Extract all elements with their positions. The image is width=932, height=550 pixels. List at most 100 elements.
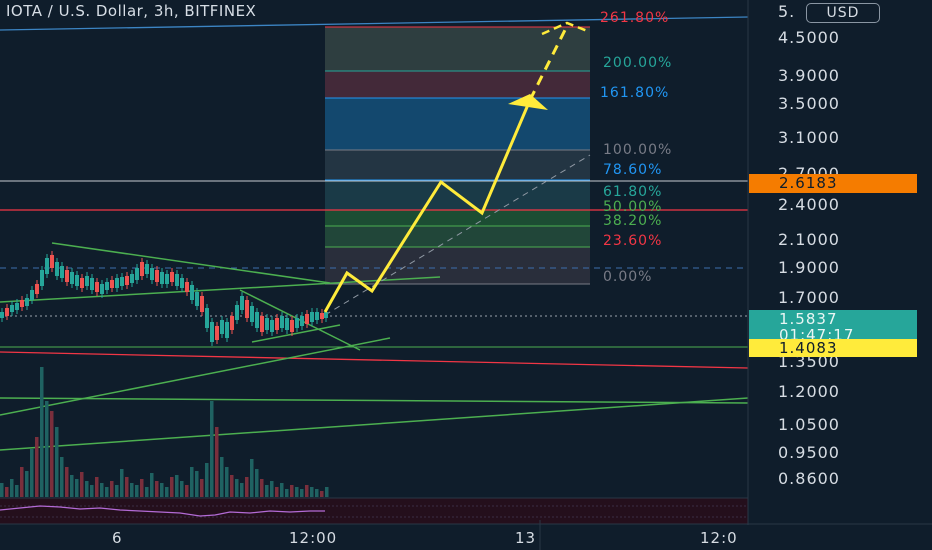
candle[interactable] (10, 305, 14, 312)
projection-path[interactable] (323, 99, 532, 313)
candle[interactable] (115, 278, 119, 288)
candle[interactable] (220, 320, 224, 334)
candle[interactable] (15, 303, 19, 310)
candle[interactable] (255, 312, 259, 328)
candle[interactable] (205, 308, 209, 328)
rising-green-line[interactable] (0, 397, 749, 451)
candle[interactable] (105, 282, 109, 290)
candle[interactable] (130, 274, 134, 283)
declining-red-line[interactable] (0, 351, 749, 369)
candle[interactable] (75, 275, 79, 286)
candle[interactable] (170, 272, 174, 282)
candle[interactable] (120, 277, 124, 286)
candle[interactable] (185, 282, 189, 292)
candle[interactable] (300, 316, 304, 326)
volume-bar (55, 427, 59, 497)
candle[interactable] (310, 312, 314, 322)
candle[interactable] (35, 284, 39, 294)
candle[interactable] (135, 268, 139, 280)
candle[interactable] (230, 316, 234, 330)
candle[interactable] (190, 285, 194, 300)
candle[interactable] (160, 272, 164, 284)
fib-trend-line[interactable] (324, 154, 591, 316)
fib-zone-161-100 (325, 98, 590, 150)
candle[interactable] (155, 270, 159, 282)
volume-bar (40, 367, 44, 497)
volume-bar (230, 475, 234, 497)
candle[interactable] (55, 262, 59, 276)
volume-bar (325, 487, 329, 497)
candle[interactable] (265, 318, 269, 330)
candle[interactable] (245, 300, 249, 318)
candle[interactable] (60, 266, 64, 278)
candle[interactable] (40, 270, 44, 286)
volume-bar (250, 459, 254, 497)
candle[interactable] (280, 316, 284, 328)
projection-dashed-path[interactable] (528, 27, 568, 101)
candle[interactable] (200, 296, 204, 312)
candle[interactable] (30, 290, 34, 300)
candle[interactable] (25, 298, 29, 306)
candle[interactable] (290, 320, 294, 332)
candle[interactable] (285, 318, 289, 330)
candle[interactable] (305, 314, 309, 324)
upper-channel-line[interactable] (0, 16, 749, 31)
price-badge-orange-value: 2.6183 (779, 174, 838, 192)
candle[interactable] (0, 312, 4, 318)
candle[interactable] (80, 278, 84, 288)
flat-green-line[interactable] (0, 397, 749, 404)
candle[interactable] (90, 278, 94, 290)
candle[interactable] (225, 322, 229, 338)
candle[interactable] (5, 308, 9, 316)
candle[interactable] (65, 270, 69, 282)
volume-bar (110, 481, 114, 497)
candle[interactable] (250, 306, 254, 322)
candle[interactable] (215, 326, 219, 340)
candle[interactable] (125, 276, 129, 285)
candle[interactable] (235, 305, 239, 320)
candle[interactable] (210, 322, 214, 342)
indicator-pane[interactable] (0, 498, 748, 524)
wedge-upper-line[interactable] (51, 242, 331, 284)
candle[interactable] (145, 264, 149, 274)
candle[interactable] (150, 268, 154, 280)
candle[interactable] (85, 276, 89, 286)
candle[interactable] (295, 318, 299, 328)
candle[interactable] (320, 313, 324, 319)
candlestick-series[interactable] (0, 251, 328, 346)
candle[interactable] (110, 280, 114, 288)
candle[interactable] (95, 282, 99, 292)
support-trendline[interactable] (0, 337, 391, 416)
current-price-value: 1.5837 (779, 310, 838, 328)
time-tick: 13 (515, 529, 537, 547)
candle[interactable] (315, 312, 319, 320)
candle[interactable] (324, 312, 328, 318)
time-tick: 12:00 (289, 529, 338, 547)
volume-bar (180, 481, 184, 497)
candle[interactable] (180, 278, 184, 288)
candle[interactable] (45, 258, 49, 274)
candle[interactable] (175, 274, 179, 286)
candle[interactable] (20, 300, 24, 307)
wedge-lower-line[interactable] (0, 276, 441, 303)
candle[interactable] (165, 274, 169, 284)
candle[interactable] (140, 262, 144, 276)
candle[interactable] (275, 318, 279, 330)
candle[interactable] (240, 296, 244, 310)
candle[interactable] (195, 292, 199, 306)
candle[interactable] (260, 316, 264, 332)
volume-bar (120, 469, 124, 497)
projection-dashed-arrow-head (541, 21, 591, 36)
currency-selector[interactable]: USD (806, 3, 880, 23)
candle[interactable] (70, 272, 74, 284)
pennant-lower-line[interactable] (251, 324, 341, 343)
candle[interactable] (100, 284, 104, 294)
candle[interactable] (50, 255, 54, 268)
chart-title[interactable]: IOTA / U.S. Dollar, 3h, BITFINEX (6, 2, 257, 20)
volume-bar (95, 477, 99, 497)
candle[interactable] (270, 320, 274, 332)
volume-bar (0, 483, 4, 497)
projection-arrow-head (508, 94, 548, 110)
